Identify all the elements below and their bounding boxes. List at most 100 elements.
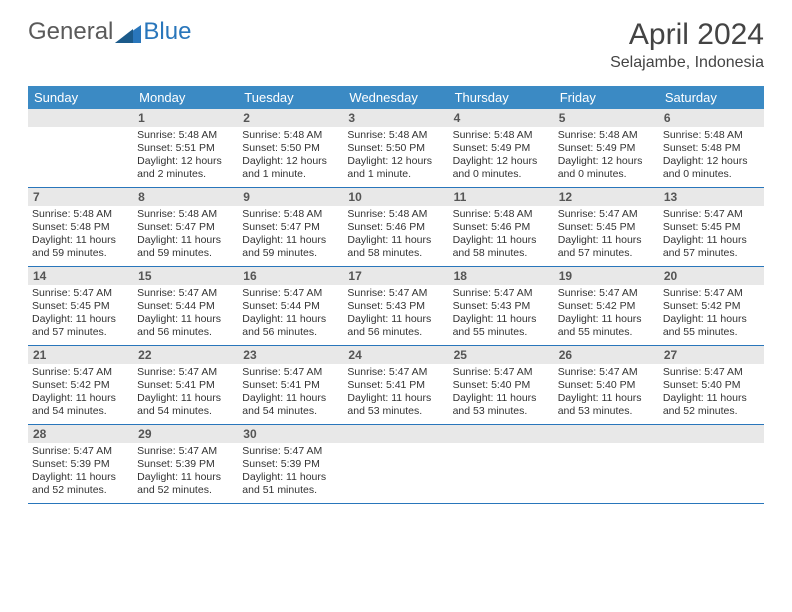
sunset-line: Sunset: 5:50 PM xyxy=(242,142,339,155)
calendar-cell: 3Sunrise: 5:48 AMSunset: 5:50 PMDaylight… xyxy=(343,109,448,187)
day-number: 25 xyxy=(449,346,554,364)
daylight-line: Daylight: 11 hours and 53 minutes. xyxy=(558,392,655,418)
sunrise-line: Sunrise: 5:48 AM xyxy=(663,129,760,142)
sunset-line: Sunset: 5:45 PM xyxy=(558,221,655,234)
calendar-cell xyxy=(659,425,764,503)
day-number: 15 xyxy=(133,267,238,285)
daylight-line: Daylight: 11 hours and 52 minutes. xyxy=(137,471,234,497)
day-body: Sunrise: 5:47 AMSunset: 5:44 PMDaylight:… xyxy=(238,285,343,344)
weeks-container: 1Sunrise: 5:48 AMSunset: 5:51 PMDaylight… xyxy=(28,109,764,504)
week-row: 28Sunrise: 5:47 AMSunset: 5:39 PMDayligh… xyxy=(28,425,764,504)
day-number: 22 xyxy=(133,346,238,364)
day-body: Sunrise: 5:48 AMSunset: 5:49 PMDaylight:… xyxy=(554,127,659,186)
day-number: 8 xyxy=(133,188,238,206)
sunrise-line: Sunrise: 5:47 AM xyxy=(663,208,760,221)
sunrise-line: Sunrise: 5:47 AM xyxy=(32,445,129,458)
day-body: Sunrise: 5:47 AMSunset: 5:39 PMDaylight:… xyxy=(133,443,238,502)
day-number: 27 xyxy=(659,346,764,364)
day-number: 26 xyxy=(554,346,659,364)
day-body: Sunrise: 5:48 AMSunset: 5:48 PMDaylight:… xyxy=(659,127,764,186)
sunset-line: Sunset: 5:42 PM xyxy=(663,300,760,313)
sunrise-line: Sunrise: 5:48 AM xyxy=(137,208,234,221)
day-number: 13 xyxy=(659,188,764,206)
calendar-cell: 7Sunrise: 5:48 AMSunset: 5:48 PMDaylight… xyxy=(28,188,133,266)
sunset-line: Sunset: 5:51 PM xyxy=(137,142,234,155)
header: General Blue April 2024 Selajambe, Indon… xyxy=(0,0,792,80)
sunrise-line: Sunrise: 5:47 AM xyxy=(558,287,655,300)
calendar-cell: 1Sunrise: 5:48 AMSunset: 5:51 PMDaylight… xyxy=(133,109,238,187)
daylight-line: Daylight: 11 hours and 57 minutes. xyxy=(558,234,655,260)
sunset-line: Sunset: 5:50 PM xyxy=(347,142,444,155)
day-body: Sunrise: 5:47 AMSunset: 5:45 PMDaylight:… xyxy=(28,285,133,344)
calendar-cell: 30Sunrise: 5:47 AMSunset: 5:39 PMDayligh… xyxy=(238,425,343,503)
empty-day xyxy=(659,425,764,443)
daylight-line: Daylight: 12 hours and 0 minutes. xyxy=(663,155,760,181)
sunrise-line: Sunrise: 5:47 AM xyxy=(137,445,234,458)
daylight-line: Daylight: 11 hours and 56 minutes. xyxy=(137,313,234,339)
calendar-cell: 20Sunrise: 5:47 AMSunset: 5:42 PMDayligh… xyxy=(659,267,764,345)
day-body: Sunrise: 5:47 AMSunset: 5:45 PMDaylight:… xyxy=(554,206,659,265)
calendar-cell: 12Sunrise: 5:47 AMSunset: 5:45 PMDayligh… xyxy=(554,188,659,266)
day-header-sunday: Sunday xyxy=(28,86,133,109)
day-body: Sunrise: 5:47 AMSunset: 5:41 PMDaylight:… xyxy=(133,364,238,423)
sunset-line: Sunset: 5:48 PM xyxy=(32,221,129,234)
day-body: Sunrise: 5:47 AMSunset: 5:44 PMDaylight:… xyxy=(133,285,238,344)
calendar-cell: 13Sunrise: 5:47 AMSunset: 5:45 PMDayligh… xyxy=(659,188,764,266)
day-body: Sunrise: 5:47 AMSunset: 5:41 PMDaylight:… xyxy=(343,364,448,423)
sunset-line: Sunset: 5:43 PM xyxy=(347,300,444,313)
calendar-cell: 14Sunrise: 5:47 AMSunset: 5:45 PMDayligh… xyxy=(28,267,133,345)
calendar-cell xyxy=(343,425,448,503)
day-body: Sunrise: 5:47 AMSunset: 5:42 PMDaylight:… xyxy=(659,285,764,344)
calendar-cell: 23Sunrise: 5:47 AMSunset: 5:41 PMDayligh… xyxy=(238,346,343,424)
sunset-line: Sunset: 5:40 PM xyxy=(558,379,655,392)
logo-text-general: General xyxy=(28,18,113,46)
daylight-line: Daylight: 11 hours and 54 minutes. xyxy=(137,392,234,418)
empty-day xyxy=(28,109,133,127)
title-block: April 2024 Selajambe, Indonesia xyxy=(610,18,764,72)
daylight-line: Daylight: 11 hours and 52 minutes. xyxy=(32,471,129,497)
sunrise-line: Sunrise: 5:47 AM xyxy=(558,366,655,379)
sunset-line: Sunset: 5:46 PM xyxy=(347,221,444,234)
location-subtitle: Selajambe, Indonesia xyxy=(610,54,764,72)
sunset-line: Sunset: 5:43 PM xyxy=(453,300,550,313)
day-number: 10 xyxy=(343,188,448,206)
day-number: 11 xyxy=(449,188,554,206)
week-row: 14Sunrise: 5:47 AMSunset: 5:45 PMDayligh… xyxy=(28,267,764,346)
sunset-line: Sunset: 5:40 PM xyxy=(663,379,760,392)
day-body: Sunrise: 5:47 AMSunset: 5:39 PMDaylight:… xyxy=(28,443,133,502)
sunset-line: Sunset: 5:44 PM xyxy=(242,300,339,313)
day-number: 29 xyxy=(133,425,238,443)
sunrise-line: Sunrise: 5:47 AM xyxy=(347,287,444,300)
sunrise-line: Sunrise: 5:48 AM xyxy=(347,129,444,142)
week-row: 21Sunrise: 5:47 AMSunset: 5:42 PMDayligh… xyxy=(28,346,764,425)
calendar-cell: 24Sunrise: 5:47 AMSunset: 5:41 PMDayligh… xyxy=(343,346,448,424)
day-body: Sunrise: 5:47 AMSunset: 5:40 PMDaylight:… xyxy=(449,364,554,423)
day-body: Sunrise: 5:47 AMSunset: 5:40 PMDaylight:… xyxy=(659,364,764,423)
day-body: Sunrise: 5:48 AMSunset: 5:48 PMDaylight:… xyxy=(28,206,133,265)
sunset-line: Sunset: 5:48 PM xyxy=(663,142,760,155)
sunrise-line: Sunrise: 5:48 AM xyxy=(453,208,550,221)
sunset-line: Sunset: 5:39 PM xyxy=(242,458,339,471)
day-body: Sunrise: 5:48 AMSunset: 5:46 PMDaylight:… xyxy=(343,206,448,265)
sunrise-line: Sunrise: 5:47 AM xyxy=(32,366,129,379)
calendar-cell: 28Sunrise: 5:47 AMSunset: 5:39 PMDayligh… xyxy=(28,425,133,503)
daylight-line: Daylight: 11 hours and 59 minutes. xyxy=(137,234,234,260)
day-body: Sunrise: 5:47 AMSunset: 5:43 PMDaylight:… xyxy=(343,285,448,344)
sunrise-line: Sunrise: 5:47 AM xyxy=(558,208,655,221)
calendar-cell: 6Sunrise: 5:48 AMSunset: 5:48 PMDaylight… xyxy=(659,109,764,187)
calendar-cell: 16Sunrise: 5:47 AMSunset: 5:44 PMDayligh… xyxy=(238,267,343,345)
sunset-line: Sunset: 5:41 PM xyxy=(242,379,339,392)
day-number: 16 xyxy=(238,267,343,285)
sunrise-line: Sunrise: 5:47 AM xyxy=(32,287,129,300)
daylight-line: Daylight: 12 hours and 2 minutes. xyxy=(137,155,234,181)
daylight-line: Daylight: 11 hours and 54 minutes. xyxy=(32,392,129,418)
day-body: Sunrise: 5:48 AMSunset: 5:49 PMDaylight:… xyxy=(449,127,554,186)
daylight-line: Daylight: 11 hours and 58 minutes. xyxy=(453,234,550,260)
day-number: 2 xyxy=(238,109,343,127)
calendar-cell: 10Sunrise: 5:48 AMSunset: 5:46 PMDayligh… xyxy=(343,188,448,266)
sunrise-line: Sunrise: 5:47 AM xyxy=(453,287,550,300)
day-body: Sunrise: 5:47 AMSunset: 5:39 PMDaylight:… xyxy=(238,443,343,502)
daylight-line: Daylight: 11 hours and 56 minutes. xyxy=(242,313,339,339)
calendar-cell: 19Sunrise: 5:47 AMSunset: 5:42 PMDayligh… xyxy=(554,267,659,345)
empty-day xyxy=(343,425,448,443)
